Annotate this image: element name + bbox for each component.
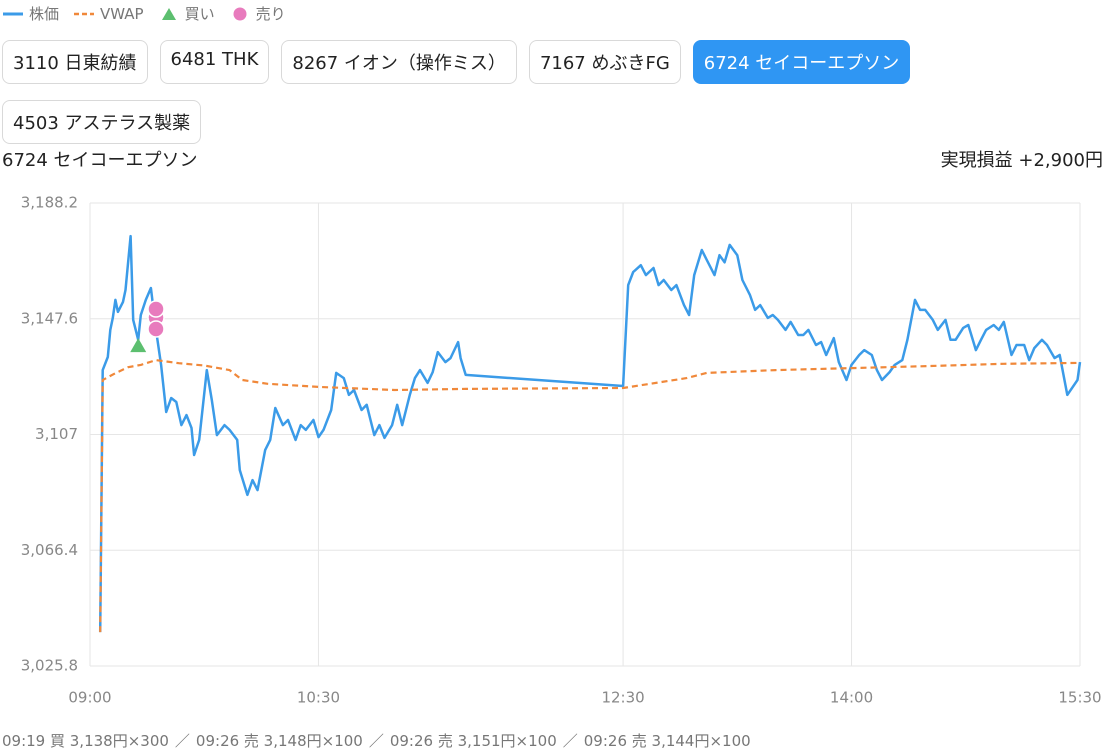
sell-marker <box>147 300 165 318</box>
y-tick-label: 3,188.2 <box>21 194 78 212</box>
legend-icon <box>3 12 23 15</box>
trade-entry: 09:19 買 3,138円×300 <box>2 732 169 750</box>
legend-item: 株価 <box>2 3 59 24</box>
legend-label: 株価 <box>29 5 60 23</box>
legend-item: 買い <box>158 3 215 24</box>
tab-button[interactable]: 3110 日東紡績 <box>2 40 148 84</box>
separator: ／ <box>368 732 384 750</box>
sell-marker <box>147 320 165 338</box>
legend: 株価 VWAP 買い 売り <box>2 3 286 24</box>
y-tick-label: 3,066.4 <box>21 541 78 559</box>
tab-button[interactable]: 6724 セイコーエプソン <box>692 40 911 84</box>
tab-button[interactable]: 7167 めぶきFG <box>528 40 681 84</box>
trade-entry: 09:26 売 3,144円×100 <box>583 732 751 750</box>
vwap-line <box>99 359 1081 633</box>
separator: ／ <box>174 732 190 750</box>
legend-icon <box>161 7 176 20</box>
legend-item: VWAP <box>73 3 144 24</box>
legend-swatch <box>161 7 176 20</box>
tab-button[interactable]: 4503 アステラス製薬 <box>2 100 202 144</box>
pnl-value: +2,900円 <box>1018 150 1103 171</box>
legend-label: VWAP <box>100 4 144 23</box>
tab-bar: 3110 日東紡績 6481 THK 8267 イオン（操作ミス） 7167 めぶきF… <box>2 40 1012 144</box>
x-tick-label: 10:30 <box>297 689 340 707</box>
legend-icon <box>233 7 247 20</box>
realized-pnl: 実現損益 +2,900円 <box>941 146 1103 172</box>
x-tick-label: 15:30 <box>1058 689 1101 707</box>
trade-log: 09:19 買 3,138円×300 ／ 09:26 売 3,148円×100 ／ 09… <box>2 730 751 751</box>
separator: ／ <box>562 732 578 750</box>
legend-icon <box>74 12 95 15</box>
x-tick-label: 12:30 <box>601 689 644 707</box>
y-tick-label: 3,147.6 <box>21 309 78 327</box>
x-tick-label: 14:00 <box>830 689 873 707</box>
legend-item: 売り <box>229 3 286 24</box>
trade-entry: 09:26 売 3,148円×100 <box>195 732 363 750</box>
tab-button[interactable]: 6481 THK <box>159 40 270 84</box>
x-tick-label: 09:00 <box>68 689 111 707</box>
chart: 3,025.8 3,066.4 3,107 3,147.6 3,188.2 09:00 10… <box>21 194 1102 707</box>
price-line <box>98 234 1082 633</box>
buy-marker <box>130 338 147 353</box>
trade-entry: 09:26 売 3,151円×100 <box>389 732 557 750</box>
y-tick-label: 3,025.8 <box>21 657 78 675</box>
pnl-label: 実現損益 <box>940 150 1013 171</box>
tab-button[interactable]: 8267 イオン（操作ミス） <box>281 40 517 84</box>
chart-title: 6724 セイコーエプソン <box>2 150 198 171</box>
legend-label: 売り <box>255 5 286 23</box>
legend-swatch <box>233 7 247 20</box>
legend-label: 買い <box>184 5 215 23</box>
y-tick-label: 3,107 <box>35 425 78 443</box>
